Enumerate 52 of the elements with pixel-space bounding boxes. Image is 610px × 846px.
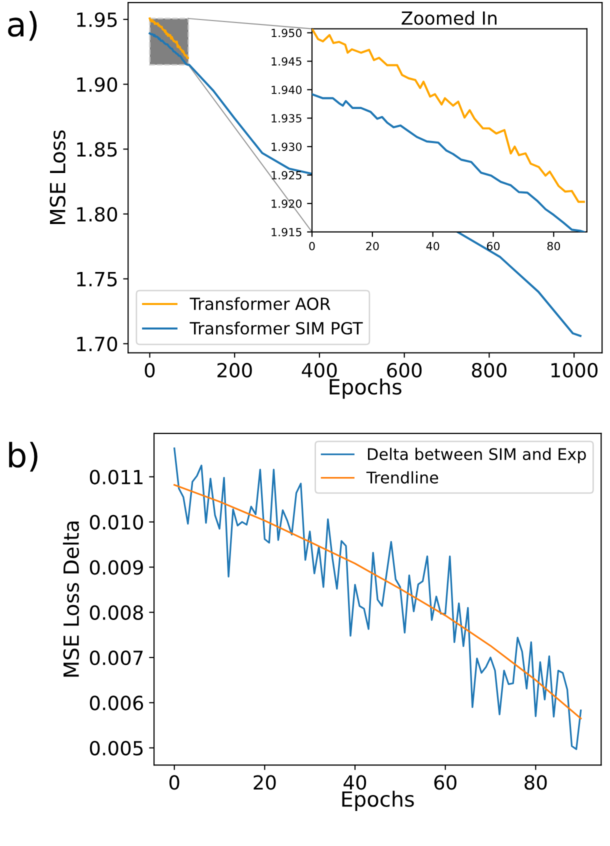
x-tick-label: 1000	[551, 362, 598, 378]
y-tick-label: 1.95	[77, 12, 117, 28]
x-tick-label: 20	[366, 242, 379, 250]
line-series	[312, 93, 585, 232]
x-tick-label: 800	[472, 362, 506, 378]
y-tick-label: 1.915	[272, 228, 302, 236]
y-tick-label: 1.920	[272, 199, 302, 208]
x-tick-label: 80	[524, 775, 547, 790]
y-tick-label: 1.70	[77, 336, 118, 352]
y-tick-label: 1.90	[77, 77, 118, 92]
line-series	[312, 28, 585, 203]
y-tick-label: 1.945	[272, 57, 302, 66]
y-tick-label: 1.950	[272, 28, 302, 38]
y-tick-label: 1.940	[272, 86, 302, 94]
x-axis-title: Epochs	[330, 378, 402, 399]
x-tick-label: 0	[309, 242, 315, 250]
y-axis-title: MSE Loss	[50, 130, 66, 224]
y-axis-title: MSE Loss Delta	[62, 522, 80, 677]
legend-label: Trendline	[366, 471, 438, 484]
x-tick-label: 600	[387, 362, 422, 378]
y-tick-label: 1.930	[272, 142, 302, 151]
y-tick-label: 0.005	[90, 740, 143, 756]
legend-label: Transformer AOR	[190, 297, 330, 310]
line-series	[174, 484, 582, 720]
y-tick-label: 1.925	[272, 171, 302, 180]
text: b)	[9, 442, 38, 472]
x-tick-label: 0	[144, 362, 155, 378]
x-tick-label: 200	[217, 362, 252, 378]
x-axis-title: Epochs	[342, 790, 414, 811]
y-tick-label: 0.007	[90, 650, 143, 666]
y-tick-label: 1.75	[77, 272, 117, 287]
y-tick-label: 1.80	[77, 206, 118, 222]
y-tick-label: 0.008	[90, 605, 143, 620]
chart-title: Zoomed In	[402, 10, 496, 25]
x-tick-label: 20	[254, 775, 276, 790]
x-tick-label: 60	[434, 775, 456, 790]
y-tick-label: 1.85	[77, 142, 117, 157]
y-tick-label: 0.009	[90, 560, 143, 575]
y-tick-label: 1.935	[272, 114, 302, 123]
x-tick-label: 60	[486, 242, 500, 250]
line-series	[148, 17, 189, 59]
y-tick-label: 0.006	[90, 696, 144, 710]
text: a)	[8, 11, 37, 41]
y-tick-label: 0.011	[90, 470, 143, 484]
x-tick-label: 0	[169, 775, 180, 790]
x-tick-label: 40	[344, 775, 366, 790]
x-tick-label: 40	[426, 242, 440, 250]
x-tick-label: 80	[547, 242, 560, 250]
y-tick-label: 0.010	[90, 514, 144, 530]
legend-label: Transformer SIM PGT	[190, 322, 363, 335]
legend-label: Delta between SIM and Exp	[368, 448, 586, 464]
x-tick-label: 400	[302, 362, 337, 378]
